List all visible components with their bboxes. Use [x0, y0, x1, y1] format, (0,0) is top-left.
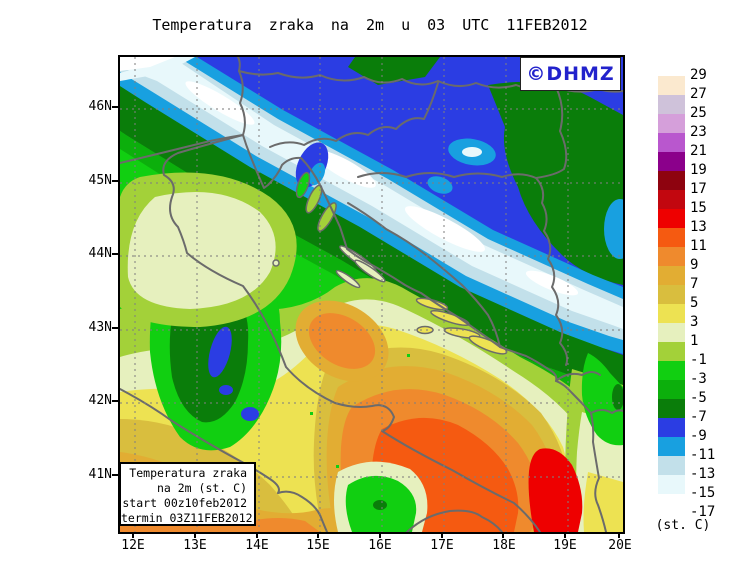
- colorbar-cell: [658, 361, 685, 380]
- colorbar-label: -1: [690, 352, 707, 368]
- colorbar-cell: [658, 323, 685, 342]
- colorbar-cell: [658, 266, 685, 285]
- colorbar-cell: [658, 494, 685, 513]
- colorbar-cell: [658, 475, 685, 494]
- colorbar-label: 9: [690, 257, 699, 273]
- lat-tick: [112, 400, 118, 402]
- apennines-region: [120, 172, 428, 532]
- colorbar-cell: [658, 304, 685, 323]
- colorbar-label: 13: [690, 219, 707, 235]
- lon-label-20e: 20E: [608, 538, 632, 553]
- lat-label-42n: 42N: [88, 393, 112, 408]
- colorbar-label: 25: [690, 105, 707, 121]
- colorbar-label: -15: [690, 485, 716, 501]
- colorbar-unit-label: (st. C): [655, 518, 711, 533]
- colorbar-cell: [658, 247, 685, 266]
- lon-label-18e: 18E: [492, 538, 516, 553]
- colorbar-cell: [658, 133, 685, 152]
- lat-label-45n: 45N: [88, 173, 112, 188]
- lon-tick: [564, 532, 566, 538]
- colorbar-cell: [658, 171, 685, 190]
- lon-tick: [441, 532, 443, 538]
- colorbar-label: 15: [690, 200, 707, 216]
- colorbar-cell: [658, 209, 685, 228]
- colorbar-cell: [658, 342, 685, 361]
- colorbar-label: -5: [690, 390, 707, 406]
- lat-tick: [112, 253, 118, 255]
- colorbar-label: 21: [690, 143, 707, 159]
- colorbar-label: 23: [690, 124, 707, 140]
- colorbar-label: 19: [690, 162, 707, 178]
- colorbar-label: -3: [690, 371, 707, 387]
- lon-label-19e: 19E: [553, 538, 577, 553]
- lon-tick: [379, 532, 381, 538]
- lat-label-41n: 41N: [88, 467, 112, 482]
- lat-label-46n: 46N: [88, 99, 112, 114]
- colorbar-cell: [658, 190, 685, 209]
- dhmz-logo-box: ©DHMZ: [520, 57, 621, 91]
- colorbar-cell: [658, 152, 685, 171]
- colorbar-cell: [658, 114, 685, 133]
- colorbar-label: 29: [690, 67, 707, 83]
- lon-tick: [132, 532, 134, 538]
- colorbar-label: 3: [690, 314, 699, 330]
- colorbar-cell: [658, 380, 685, 399]
- lon-label-14e: 14E: [245, 538, 269, 553]
- colorbar-label: -9: [690, 428, 707, 444]
- lon-tick: [317, 532, 319, 538]
- colorbar-cell: [658, 399, 685, 418]
- info-box: Temperatura zraka na 2m (st. C) start 00…: [119, 462, 256, 526]
- colorbar-cell: [658, 95, 685, 114]
- lon-label-12e: 12E: [121, 538, 145, 553]
- dhmz-logo-text: ©DHMZ: [526, 63, 615, 85]
- colorbar-label: -11: [690, 447, 716, 463]
- colorbar-label: 27: [690, 86, 707, 102]
- colorbar-cell: [658, 437, 685, 456]
- info-line-3: start 00z10feb2012: [122, 496, 247, 510]
- lon-label-16e: 16E: [368, 538, 392, 553]
- lon-tick: [502, 532, 504, 538]
- temperature-map-svg: [120, 57, 623, 532]
- colorbar-cell: [658, 228, 685, 247]
- lat-label-43n: 43N: [88, 320, 112, 335]
- colorbar-label: -17: [690, 504, 716, 520]
- colorbar-label: -13: [690, 466, 716, 482]
- lon-tick: [194, 532, 196, 538]
- lat-tick: [112, 474, 118, 476]
- info-line-2: na 2m (st. C): [156, 481, 247, 495]
- lon-label-15e: 15E: [306, 538, 330, 553]
- lat-tick: [112, 180, 118, 182]
- lon-label-17e: 17E: [430, 538, 454, 553]
- colorbar-label: 11: [690, 238, 707, 254]
- colorbar-label: 17: [690, 181, 707, 197]
- info-line-1: Temperatura zraka: [129, 466, 247, 480]
- colorbar-labels: 29 27 25 23 21 19 17 15 13 11 9 7 5 3 1 -1 -3 -5 -7 -9 -11 -1…: [690, 68, 736, 526]
- colorbar-cells: [658, 76, 685, 513]
- lat-label-44n: 44N: [88, 246, 112, 261]
- colorbar-label: 1: [690, 333, 699, 349]
- lat-tick: [112, 327, 118, 329]
- lon-tick: [618, 532, 620, 538]
- colorbar-label: 5: [690, 295, 699, 311]
- lat-tick: [112, 106, 118, 108]
- colorbar-label: -7: [690, 409, 707, 425]
- lon-tick: [256, 532, 258, 538]
- info-line-4: termin 03Z11FEB2012: [121, 511, 253, 525]
- colorbar-cell: [658, 76, 685, 95]
- graticule: [120, 57, 623, 532]
- colorbar-cell: [658, 418, 685, 437]
- colorbar-cell: [658, 456, 685, 475]
- colorbar-label: 7: [690, 276, 699, 292]
- page-title: Temperatura zraka na 2m u 03 UTC 11FEB20…: [152, 16, 588, 34]
- lon-label-13e: 13E: [183, 538, 207, 553]
- coastlines: [120, 134, 607, 532]
- colorbar-cell: [658, 285, 685, 304]
